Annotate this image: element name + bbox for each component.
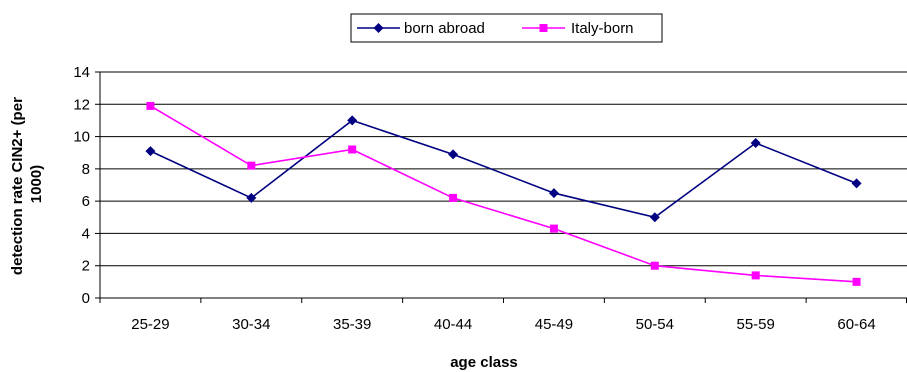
y-axis-title: detection rate CIN2+ (per 1000): [9, 93, 45, 275]
axes: [99, 72, 907, 299]
y-tick-label: 10: [73, 129, 90, 146]
data-point-1-2: [348, 145, 357, 154]
data-point-1-1: [247, 161, 256, 170]
y-tick-label: 0: [82, 290, 90, 307]
x-tick-label: 55-59: [737, 316, 775, 333]
y-tick-label: 14: [73, 64, 90, 81]
gridlines: [100, 71, 907, 267]
x-tick-label: 60-64: [837, 316, 875, 333]
x-tick-label: 50-54: [636, 316, 674, 333]
legend-marker-born-abroad: [373, 23, 384, 33]
data-point-0-2: [347, 115, 358, 126]
x-tick-label: 45-49: [535, 316, 573, 333]
data-point-1-4: [549, 224, 558, 233]
data-point-1-6: [751, 271, 760, 280]
x-axis-ticks: 25-29 30-34 35-39 40-44 45-49 50-54 55-59 60-64: [99, 298, 907, 333]
y-tick-label: 6: [82, 193, 90, 210]
data-point-0-7: [851, 178, 862, 189]
y-axis-ticks: 0 2 4 6 8 10 12 14: [73, 64, 100, 307]
x-tick-label: 35-39: [333, 316, 371, 333]
data-point-0-0: [145, 146, 156, 157]
data-point-1-5: [650, 261, 659, 270]
series-group: [145, 101, 862, 286]
series-line-0: [150, 119, 857, 219]
legend: born abroad Italy-born: [350, 13, 663, 43]
data-point-0-3: [448, 149, 459, 160]
x-tick-label: 30-34: [232, 316, 270, 333]
data-point-0-4: [548, 188, 559, 199]
legend-marker-italy-born: [539, 24, 548, 32]
y-tick-label: 8: [82, 161, 90, 178]
y-tick-label: 2: [82, 258, 90, 275]
y-axis-title-line-2: 1000): [28, 165, 45, 203]
legend-label-born-abroad: born abroad: [404, 20, 485, 37]
x-tick-label: 25-29: [131, 316, 169, 333]
series-line-1: [150, 105, 857, 283]
data-point-0-5: [649, 212, 660, 223]
legend-label-italy-born: Italy-born: [571, 20, 634, 37]
y-tick-label: 4: [82, 225, 90, 242]
data-point-0-6: [750, 138, 761, 149]
data-point-1-3: [449, 193, 458, 202]
x-axis-title: age class: [450, 354, 518, 371]
legend-box: [350, 13, 663, 43]
y-axis-title-line-1: detection rate CIN2+ (per: [9, 97, 26, 275]
data-point-1-0: [146, 101, 155, 110]
data-point-1-7: [852, 277, 861, 286]
x-tick-label: 40-44: [434, 316, 472, 333]
data-point-0-1: [246, 192, 257, 203]
y-tick-label: 12: [73, 96, 90, 113]
